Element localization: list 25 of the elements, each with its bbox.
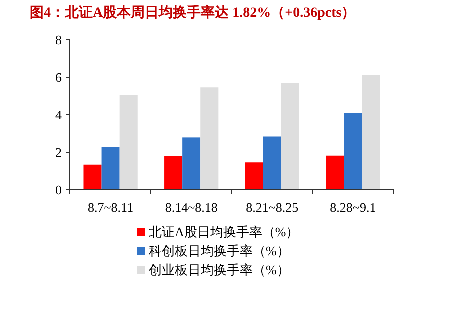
bar [164, 156, 183, 190]
legend-label: 创业板日均换手率（%） [149, 262, 290, 278]
y-tick-label: 4 [56, 108, 62, 123]
bar [344, 113, 362, 190]
legend-label: 北证A股日均换手率（%） [149, 224, 300, 240]
legend-label: 科创板日均换手率（%） [149, 244, 290, 259]
x-tick-label: 8.21~8.25 [246, 200, 299, 215]
bar [245, 162, 264, 190]
chart-title: 图4：北证A股本周日均换手率达 1.82%（+0.36pcts） [30, 4, 356, 21]
y-tick-label: 6 [56, 70, 62, 86]
y-tick-label: 2 [56, 145, 62, 160]
x-tick-label: 8.28~9.1 [330, 200, 376, 215]
y-tick-label: 0 [56, 182, 62, 198]
bar [281, 84, 300, 190]
bar [84, 164, 102, 190]
bar [326, 156, 344, 190]
y-tick-label: 8 [56, 32, 62, 48]
bar [200, 88, 219, 190]
bar [102, 147, 120, 190]
x-tick-label: 8.7~8.11 [88, 200, 134, 215]
bar [263, 136, 282, 190]
bar [362, 75, 380, 190]
bar [182, 138, 201, 190]
x-tick-label: 8.14~8.18 [165, 200, 218, 215]
bar [120, 96, 138, 190]
